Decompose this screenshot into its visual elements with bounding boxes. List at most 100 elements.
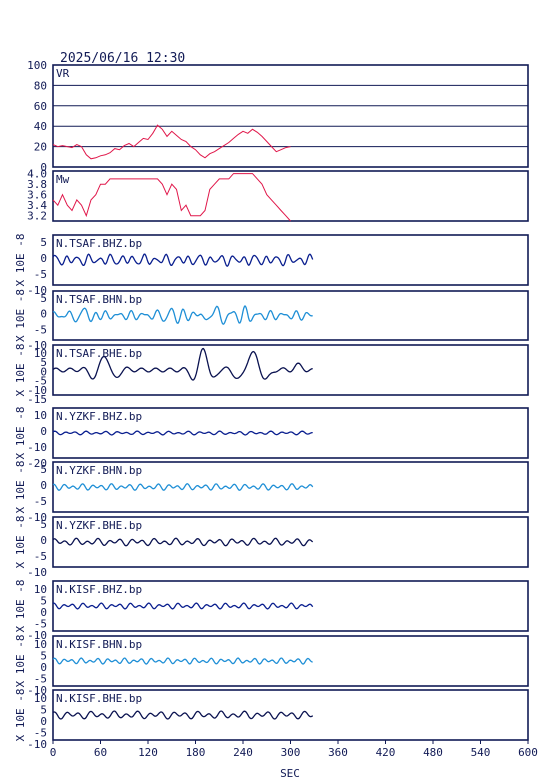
x-tick-label: 360 <box>328 746 348 759</box>
y-tick-label: 40 <box>34 120 47 133</box>
panel-vr: 0 20 40 60 80 100 VR <box>27 59 529 174</box>
panel-label: N.KISF.BHE.bp <box>56 692 142 705</box>
series-line <box>52 602 314 610</box>
x-axis: 0 60 120 180 240 300 360 420 480 540 600 SEC <box>50 740 538 780</box>
y-tick-label: -10 <box>27 511 47 524</box>
y-tick-label: 3.4 <box>27 199 47 212</box>
panel-label: N.YZKF.BHE.bp <box>56 519 142 532</box>
y-axis-label: X 10E -8 <box>14 289 27 342</box>
y-tick-label: 0 <box>40 479 47 492</box>
y-axis-label: X 10E -8 <box>14 234 27 287</box>
panel-mw: 3.23.43.63.84.0 Mw <box>27 168 529 223</box>
x-tick-label: 600 <box>518 746 538 759</box>
y-tick-label: -10 <box>27 566 47 579</box>
y-tick-label: 5 <box>40 463 47 476</box>
y-tick-label: 5 <box>40 704 47 717</box>
y-tick-label: 0 <box>40 534 47 547</box>
y-tick-label: -10 <box>27 684 47 697</box>
y-tick-label: -20 <box>27 457 47 470</box>
y-tick-label: 5 <box>40 595 47 608</box>
y-tick-label: -5 <box>34 495 47 508</box>
y-tick-label: 4.0 <box>27 168 47 181</box>
datetime-title: 2025/06/16 12:30 <box>60 51 185 66</box>
panel-n-tsaf-bhn-bp: 5 0 -5 -10 N.TSAF.BHN.bp X 10E -8 <box>14 289 529 352</box>
y-tick-label: 0 <box>40 252 47 265</box>
panel-frame <box>52 461 529 513</box>
series-line <box>52 710 314 720</box>
panel-frame <box>52 290 529 341</box>
x-tick-label: 540 <box>471 746 491 759</box>
panel-frame <box>52 580 529 632</box>
panel-label: N.TSAF.BHN.bp <box>56 293 142 306</box>
y-tick-label: 5 <box>40 356 47 369</box>
y-tick-label: 10 <box>34 583 47 596</box>
panel-label: N.YZKF.BHZ.bp <box>56 410 142 423</box>
y-tick-label: -10 <box>27 284 47 297</box>
y-tick-label: 3.8 <box>27 178 47 191</box>
panel-label: N.TSAF.BHE.bp <box>56 347 142 360</box>
panel-n-yzkf-bhz-bp: 10 0 -10 -20 N.YZKF.BHZ.bp X 10E -8 <box>14 407 529 470</box>
y-tick-label: -5 <box>34 727 47 740</box>
panel-frame <box>52 234 529 286</box>
y-tick-label: -10 <box>27 339 47 352</box>
y-tick-label: 3.6 <box>27 189 47 202</box>
panel-label: VR <box>56 67 70 80</box>
y-axis-label: X 10E -8 <box>14 516 27 569</box>
series-line <box>52 347 313 381</box>
y-tick-label: 0 <box>40 365 47 378</box>
y-tick-label: 100 <box>27 59 47 72</box>
y-tick-label: 10 <box>34 347 47 360</box>
y-tick-label: -10 <box>27 629 47 642</box>
y-axis-label: X 10E -8 <box>14 689 27 742</box>
y-tick-label: -5 <box>34 323 47 336</box>
y-tick-label: -5 <box>34 618 47 631</box>
y-tick-label: 5 <box>40 650 47 663</box>
y-tick-label: 0 <box>40 661 47 674</box>
panel-n-yzkf-bhe-bp: 5 0 -5 -10 N.YZKF.BHE.bp X 10E -8 <box>14 516 529 579</box>
y-tick-label: 0 <box>40 161 47 174</box>
y-tick-label: 10 <box>34 638 47 651</box>
panel-n-tsaf-bhz-bp: 5 0 -5 -10 N.TSAF.BHZ.bp X 10E -8 <box>14 234 529 297</box>
y-axis-label: X 10E -8 <box>14 461 27 514</box>
panel-label: Mw <box>56 173 70 186</box>
panel-frame <box>52 64 529 168</box>
y-axis-label: X 10E -8 <box>14 635 27 688</box>
y-tick-label: 10 <box>34 692 47 705</box>
y-tick-label: 0 <box>40 308 47 321</box>
y-tick-label: 5 <box>40 236 47 249</box>
x-tick-label: 420 <box>376 746 396 759</box>
panel-frame <box>52 344 529 396</box>
y-tick-label: -10 <box>27 738 47 751</box>
x-axis-label: SEC <box>280 767 300 780</box>
x-tick-label: 480 <box>423 746 443 759</box>
series-line <box>52 305 313 325</box>
y-tick-label: 5 <box>40 518 47 531</box>
series-line <box>52 253 314 268</box>
panel-label: N.KISF.BHZ.bp <box>56 583 142 596</box>
y-axis-label: X 10E -8 <box>14 580 27 633</box>
x-tick-label: 120 <box>138 746 158 759</box>
series-line <box>52 430 313 436</box>
y-tick-label: -5 <box>34 375 47 388</box>
y-tick-label: -10 <box>27 441 47 454</box>
panel-label: N.TSAF.BHZ.bp <box>56 237 142 250</box>
y-tick-label: -5 <box>34 268 47 281</box>
x-tick-label: 60 <box>94 746 107 759</box>
panel-frame <box>52 516 529 568</box>
y-tick-label: 60 <box>34 100 47 113</box>
y-tick-label: -5 <box>34 673 47 686</box>
series-line <box>52 124 291 160</box>
x-tick-label: 240 <box>233 746 253 759</box>
y-tick-label: 80 <box>34 79 47 92</box>
panel-label: N.YZKF.BHN.bp <box>56 464 142 477</box>
y-tick-label: 5 <box>40 292 47 305</box>
series-line <box>52 537 314 547</box>
y-tick-label: 20 <box>34 141 47 154</box>
panel-n-yzkf-bhn-bp: 5 0 -5 -10 N.YZKF.BHN.bp X 10E -8 <box>14 461 529 524</box>
